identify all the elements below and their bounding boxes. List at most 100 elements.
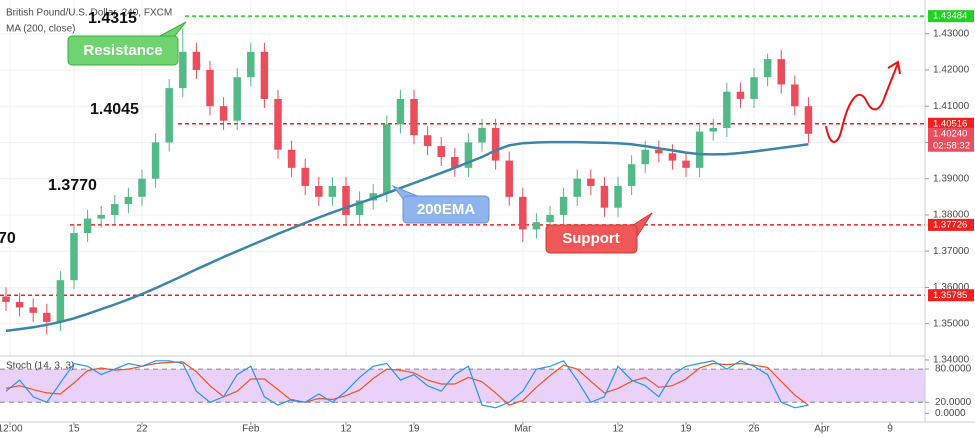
candle-body [15, 301, 24, 308]
x-tick-label: 15 [68, 424, 80, 435]
ema-callout: 200EMA [391, 184, 490, 224]
candle-body [559, 196, 568, 215]
level-tag-label: 1.40516 [933, 118, 967, 129]
arrow-head [887, 60, 901, 75]
callout-box [67, 35, 179, 66]
candle-body [369, 193, 377, 201]
x-tick-label: 12 [340, 424, 352, 435]
x-tick-label: Feb [242, 424, 260, 435]
candle-body [260, 51, 269, 99]
axis-background [925, 0, 975, 437]
candle-body [736, 91, 745, 99]
stoch-k-line [5, 360, 809, 409]
y-tick-label: 1.37000 [933, 246, 970, 257]
candle-body [423, 135, 432, 147]
candle-body [668, 153, 677, 161]
y-tick-label: 1.35000 [933, 318, 970, 329]
level-tag [928, 117, 974, 130]
level-tag-label: 1.37726 [933, 219, 967, 230]
candle-body [383, 124, 391, 194]
candle-body [206, 69, 214, 107]
ma-line [5, 140, 809, 333]
y-tick-label: 1.39000 [933, 173, 970, 184]
candle-body [587, 178, 595, 186]
level-tag [928, 289, 974, 302]
candle-body [451, 156, 459, 168]
candle-body [804, 106, 813, 134]
stoch-legend: Stoch (14, 3, 3) [6, 361, 74, 372]
callout-label: 200EMA [417, 201, 476, 218]
candle-body [342, 185, 350, 215]
candle-body [179, 51, 187, 89]
callout-label: Resistance [83, 42, 162, 59]
candle-body [151, 142, 160, 179]
candle-body [301, 167, 309, 186]
candle-body [641, 149, 649, 165]
callout-label: Support [562, 230, 620, 247]
candle-body [532, 222, 541, 230]
candle-body [573, 178, 581, 197]
y-tick-label: 1.36000 [933, 282, 970, 293]
candle-body [29, 307, 37, 313]
candle-body [43, 312, 51, 322]
candle-body [70, 233, 78, 281]
candle-body [437, 146, 445, 157]
level-tag [928, 218, 974, 231]
candle-body [219, 106, 228, 121]
candle-body [519, 196, 527, 230]
x-tick-label: Mar [514, 424, 532, 435]
candle-body [695, 131, 704, 168]
callout-box [402, 195, 490, 224]
y-tick-label: 1.42000 [933, 65, 970, 76]
candle-body [791, 84, 799, 107]
x-tick-label: 9 [887, 424, 893, 435]
annotation: 70 [0, 230, 16, 247]
candle-body [600, 185, 609, 208]
x-tick-label: 26 [748, 424, 760, 435]
level-tag-label: 1.43484 [933, 11, 967, 22]
ma-legend: MA (200, close) [6, 24, 75, 35]
candle-body [247, 51, 255, 78]
y-tick-label: 1.38000 [933, 210, 970, 221]
y-tick-label: 1.43000 [933, 28, 970, 39]
candle-body [505, 160, 513, 197]
candle-body [763, 59, 772, 78]
level-tag-label: 1.35785 [933, 290, 967, 301]
x-tick-label: 19 [680, 424, 692, 435]
candle-body [2, 296, 10, 302]
overlay: British Pound/U.S. Dollar, 240, FXCM MA … [0, 8, 901, 372]
candle-body [464, 142, 473, 168]
candle-body [396, 98, 405, 125]
y-tick-label: 1.41000 [933, 101, 970, 112]
stoch-band [0, 369, 925, 403]
candle-body [328, 185, 337, 197]
y-tick-label: 1.34000 [933, 355, 970, 366]
candle-body [546, 214, 554, 223]
x-tick-label: 22 [136, 424, 148, 435]
candle-body [287, 149, 296, 168]
candle-body [682, 160, 690, 168]
candle-body [614, 185, 622, 208]
last-price-tag [928, 127, 974, 152]
candle-body [655, 149, 663, 154]
candle-body [274, 98, 282, 150]
last-price-label: 1.40240 [933, 128, 967, 139]
stoch-d-line [5, 361, 809, 406]
annotation: 1.3770 [48, 177, 97, 194]
candle-body [165, 88, 173, 143]
candle-body [138, 178, 146, 197]
candle-body [777, 59, 785, 85]
annotation: 1.4315 [88, 10, 137, 27]
stoch-tick-label: 20.0000 [935, 397, 972, 408]
x-tick-label: 19 [408, 424, 420, 435]
x-tick-label: Apr [814, 424, 830, 435]
forecast-arrow [825, 60, 901, 143]
candle-body [56, 280, 65, 322]
candle-body [723, 91, 731, 128]
level-tag [928, 10, 974, 23]
stoch-pane [0, 355, 975, 420]
support-callout: Support [545, 212, 653, 254]
chart-title: British Pound/U.S. Dollar, 240, FXCM [6, 8, 172, 19]
